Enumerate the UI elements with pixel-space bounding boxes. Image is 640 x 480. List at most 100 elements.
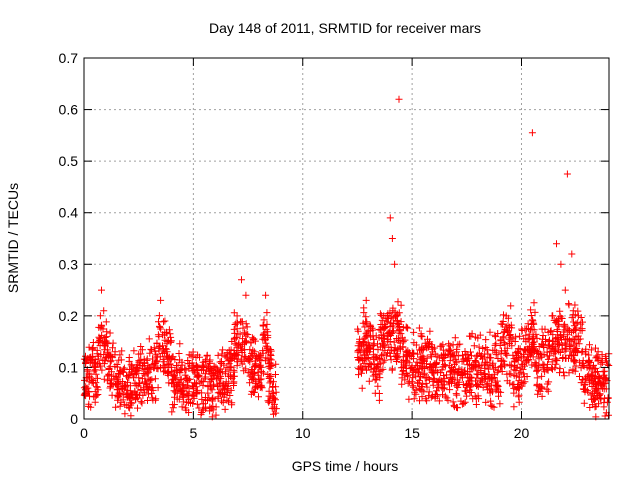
data-point (129, 390, 137, 398)
data-point (463, 357, 471, 365)
data-point (225, 360, 233, 368)
data-point (476, 381, 484, 388)
data-point (429, 392, 437, 400)
data-point (479, 383, 487, 391)
data-point (483, 358, 491, 366)
data-point (501, 340, 509, 348)
data-point (415, 377, 423, 385)
data-point (142, 380, 150, 388)
data-point (418, 364, 426, 372)
data-point (515, 384, 523, 392)
data-point (114, 392, 122, 400)
data-point (421, 339, 429, 347)
data-point (112, 403, 120, 411)
data-point (446, 386, 454, 394)
data-point (175, 379, 183, 387)
data-point (191, 368, 199, 376)
data-point (98, 286, 105, 294)
data-point (127, 399, 135, 407)
data-point (569, 352, 577, 360)
data-point (437, 369, 445, 377)
data-point (582, 345, 590, 353)
data-point (120, 364, 128, 372)
data-point (414, 350, 422, 358)
data-point (137, 386, 145, 394)
data-point (138, 399, 146, 407)
data-point (358, 384, 366, 392)
data-point (554, 328, 562, 335)
data-point (192, 354, 200, 361)
data-point (399, 338, 407, 346)
data-point (234, 319, 241, 327)
data-point (544, 355, 552, 363)
data-point (171, 366, 179, 374)
data-point (513, 363, 521, 371)
data-point (390, 338, 398, 346)
data-point (124, 378, 131, 386)
data-point (127, 361, 135, 369)
data-point (553, 240, 560, 248)
data-point (258, 368, 266, 376)
data-point (562, 345, 570, 353)
data-point (216, 358, 224, 366)
data-point (432, 361, 440, 368)
data-point (481, 370, 489, 378)
data-point (477, 377, 485, 385)
data-point (268, 362, 276, 369)
data-point (243, 323, 251, 331)
data-point (493, 384, 501, 392)
data-point (119, 366, 127, 374)
data-point (131, 387, 139, 395)
data-point (572, 362, 580, 370)
data-point (588, 377, 596, 385)
data-point (146, 349, 154, 357)
data-point (601, 412, 609, 420)
data-point (479, 355, 486, 363)
data-point (356, 349, 364, 357)
data-point (363, 346, 371, 354)
data-point (216, 369, 224, 376)
data-point (380, 325, 388, 333)
data-point (426, 327, 434, 335)
data-point (100, 307, 108, 315)
data-point (522, 338, 530, 346)
data-point (473, 370, 481, 378)
data-point (169, 379, 177, 387)
data-point (227, 363, 235, 371)
data-point (203, 352, 211, 360)
data-point (499, 318, 507, 325)
data-point (394, 345, 402, 353)
data-point (424, 335, 431, 343)
data-point (126, 382, 134, 390)
data-point (499, 334, 507, 342)
data-point (175, 350, 183, 357)
data-point (471, 392, 479, 400)
x-tick-label: 5 (189, 425, 197, 441)
data-point (91, 363, 99, 371)
data-point (255, 393, 262, 401)
data-point (588, 395, 595, 403)
data-point (487, 397, 495, 405)
data-point (206, 365, 214, 372)
data-point (478, 361, 486, 369)
data-point (494, 366, 502, 374)
data-point (379, 358, 387, 366)
data-point (246, 379, 254, 387)
data-point (539, 332, 547, 339)
data-point (439, 357, 446, 365)
data-point (272, 371, 279, 378)
data-point (497, 388, 505, 396)
data-point (383, 318, 391, 326)
x-tick-label: 15 (404, 425, 420, 441)
data-point (434, 383, 442, 391)
data-point (108, 391, 116, 399)
data-point (521, 325, 529, 333)
data-point (474, 351, 482, 359)
data-point (507, 362, 515, 370)
data-point (259, 347, 267, 355)
data-point (379, 339, 386, 347)
data-point (247, 339, 255, 347)
data-point (267, 392, 275, 400)
data-point (217, 372, 224, 380)
data-point (392, 313, 399, 321)
